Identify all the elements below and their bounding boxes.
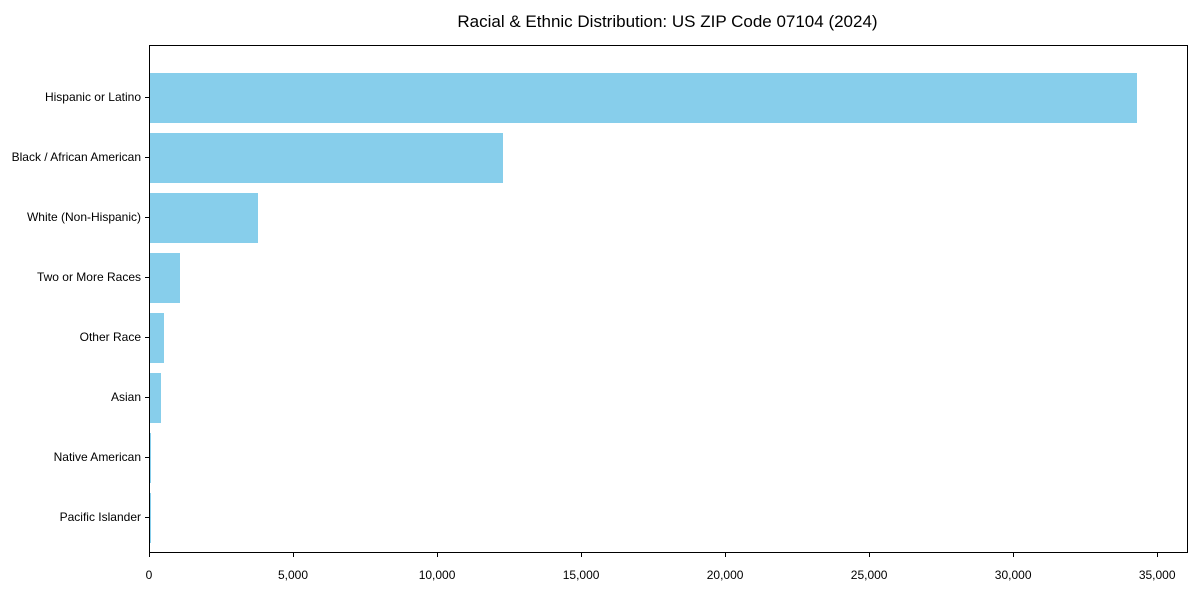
plot-area bbox=[149, 45, 1188, 553]
bar-other-race bbox=[150, 313, 165, 363]
x-tick-label: 30,000 bbox=[994, 568, 1032, 582]
y-tick-mark bbox=[145, 277, 149, 278]
x-tick-mark bbox=[1013, 553, 1015, 557]
y-tick-mark bbox=[145, 397, 149, 398]
x-tick-mark bbox=[725, 553, 727, 557]
y-tick-label: Hispanic or Latino bbox=[44, 90, 141, 104]
bar-black-african-american bbox=[150, 133, 503, 183]
y-tick-label: Native American bbox=[53, 450, 141, 464]
y-tick-label: Pacific Islander bbox=[59, 510, 141, 524]
x-tick-mark bbox=[581, 553, 583, 557]
bar-two-or-more-races bbox=[150, 253, 180, 303]
y-tick-mark bbox=[145, 157, 149, 158]
bar-asian bbox=[150, 373, 161, 423]
x-tick-mark bbox=[149, 553, 150, 557]
x-tick-label: 10,000 bbox=[418, 568, 456, 582]
y-tick-mark bbox=[145, 97, 149, 98]
y-tick-label: Two or More Races bbox=[36, 270, 141, 284]
x-tick-label: 20,000 bbox=[706, 568, 744, 582]
x-tick-label: 5,000 bbox=[278, 568, 309, 582]
bar-native-american bbox=[150, 433, 152, 483]
x-tick-mark bbox=[869, 553, 871, 557]
x-tick-label: 0 bbox=[145, 568, 153, 582]
x-tick-mark bbox=[293, 553, 295, 557]
y-tick-mark bbox=[145, 217, 149, 218]
x-tick-label: 35,000 bbox=[1138, 568, 1176, 582]
y-tick-mark bbox=[145, 337, 149, 338]
y-tick-mark bbox=[145, 517, 149, 518]
x-tick-label: 15,000 bbox=[562, 568, 600, 582]
y-tick-label: Black / African American bbox=[11, 150, 141, 164]
y-tick-mark bbox=[145, 457, 149, 458]
bar-white-non-hispanic bbox=[150, 193, 259, 243]
bar-hispanic-or-latino bbox=[150, 73, 1138, 123]
x-tick-mark bbox=[437, 553, 439, 557]
y-tick-label: Asian bbox=[110, 390, 141, 404]
y-tick-label: Other Race bbox=[79, 330, 141, 344]
x-tick-label: 25,000 bbox=[850, 568, 888, 582]
x-tick-mark bbox=[1157, 553, 1159, 557]
y-tick-label: White (Non-Hispanic) bbox=[26, 210, 141, 224]
chart-title: Racial & Ethnic Distribution: US ZIP Cod… bbox=[457, 12, 878, 31]
